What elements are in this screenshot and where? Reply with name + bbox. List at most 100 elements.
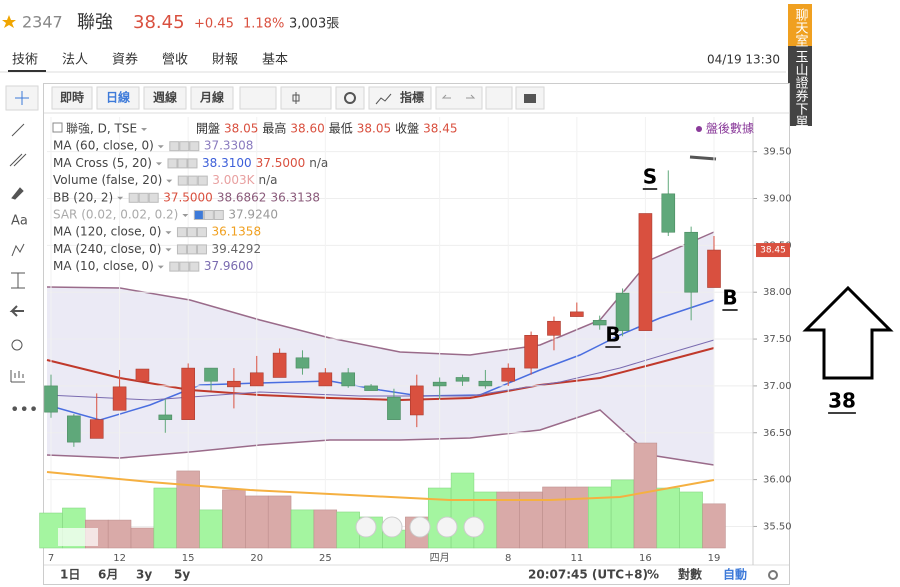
measure-tool[interactable] [11,272,25,289]
legend-icon[interactable] [196,244,207,255]
dropdown-caret [155,162,162,166]
legend-icon[interactable] [138,192,149,203]
candle-body [112,386,127,411]
candle-body [158,414,173,420]
legend-value: 38.6862 [217,190,267,204]
btn-daily[interactable] [96,86,140,110]
btn-chart-type[interactable] [280,86,332,110]
order-tab[interactable] [788,46,812,126]
brush-tool[interactable] [11,187,24,200]
legend-icon[interactable] [189,141,200,152]
legend-icon[interactable] [197,175,208,186]
btn-realtime[interactable] [51,86,93,110]
volume-bar [245,495,269,549]
btn-compare[interactable] [239,86,277,110]
range-button[interactable]: 6月 [98,568,118,582]
x-tick-label: 15 [182,553,195,564]
legend-icon[interactable] [196,227,207,238]
candle-body [227,380,241,388]
zoom-tool[interactable] [11,339,23,351]
btn-monthly[interactable] [190,86,234,110]
legend-icon[interactable] [169,141,180,152]
candle-body [524,335,538,369]
collapse-icon[interactable] [52,122,63,133]
candle-body [318,372,333,387]
candle-body [364,385,378,391]
tab[interactable]: 資券 [112,52,138,68]
legend-icon[interactable] [193,210,204,220]
settings-icon[interactable] [768,570,778,580]
range-button[interactable]: 5y [174,568,190,582]
price-change: +0.45 [194,17,234,32]
dropdown-caret [157,145,164,149]
legend-value: n/a [259,173,278,187]
candle-body [638,213,653,331]
scale-option[interactable]: 自動 [723,567,747,582]
nav-left[interactable] [355,516,377,538]
legend-label: 聯強, D, TSE [66,122,137,136]
range-button[interactable]: 3y [136,568,152,582]
legend-icon[interactable] [176,227,187,238]
candle-body [204,367,218,382]
legend-icon[interactable] [148,192,159,203]
legend-icon[interactable] [179,261,190,272]
legend-icon[interactable] [187,158,198,169]
btn-undo-redo[interactable] [435,86,483,110]
nav-zoom-out[interactable] [381,516,403,538]
pattern-tool[interactable] [11,243,25,257]
candle-body [135,368,150,382]
legend-icon[interactable] [186,227,197,238]
btn-indicators[interactable] [368,86,432,110]
legend-icon[interactable] [186,244,197,255]
legend-icon[interactable] [177,158,188,169]
datetime: 04/19 13:30 [707,53,780,67]
gear-icon [344,92,356,104]
chat-tab[interactable] [788,4,812,46]
candle-body [249,372,264,387]
scale-option[interactable]: % [647,568,659,582]
text-tool[interactable]: Aa [11,214,28,229]
stock-name: 聯強 [77,12,113,33]
legend-value: 38.05 [224,122,258,136]
more-tools[interactable]: ••• [10,400,38,419]
tab[interactable]: 營收 [162,53,188,68]
nav-zoom-in[interactable] [436,516,458,538]
legend-icon[interactable] [187,175,198,186]
nav-reset[interactable] [409,516,431,538]
legend-icon[interactable] [213,210,224,220]
tab[interactable]: 財報 [212,53,238,68]
btn-weekly[interactable] [143,86,187,110]
star-icon[interactable] [2,15,16,28]
legend-label: MA Cross (5, 20) [53,156,152,170]
btn-settings[interactable] [335,86,365,110]
toolbar-label: 指標 [400,90,424,105]
range-button[interactable]: 1日 [60,568,80,582]
line-tool[interactable] [11,123,25,137]
ruler-tool[interactable] [10,370,25,383]
nav-right[interactable] [463,516,485,538]
legend-label: MA (120, close, 0) [53,225,161,239]
after-hours[interactable]: 盤後數據 [706,122,754,136]
legend-icon[interactable] [128,192,139,203]
legend-icon[interactable] [203,210,214,220]
tab[interactable]: 技術 [12,53,38,68]
dropdown-caret [141,128,148,131]
tab[interactable]: 基本 [262,53,288,68]
legend-icon[interactable] [179,141,190,152]
legend-value: 37.9600 [204,259,254,273]
legend-icon[interactable] [189,261,200,272]
nav-buttons [355,516,485,538]
legend-icon[interactable] [176,244,187,255]
fib-tool[interactable] [9,153,27,167]
annotation: S [643,165,657,189]
volume-bar [130,527,155,549]
btn-fullscreen[interactable] [485,86,513,110]
scale-option[interactable]: 對數 [678,567,702,582]
legend-icon[interactable] [169,261,180,272]
tab[interactable]: 法人 [62,53,88,68]
legend-icon[interactable] [167,158,178,169]
legend-icon[interactable] [177,175,188,186]
chart-icon [375,93,392,105]
back-tool[interactable] [9,305,24,317]
